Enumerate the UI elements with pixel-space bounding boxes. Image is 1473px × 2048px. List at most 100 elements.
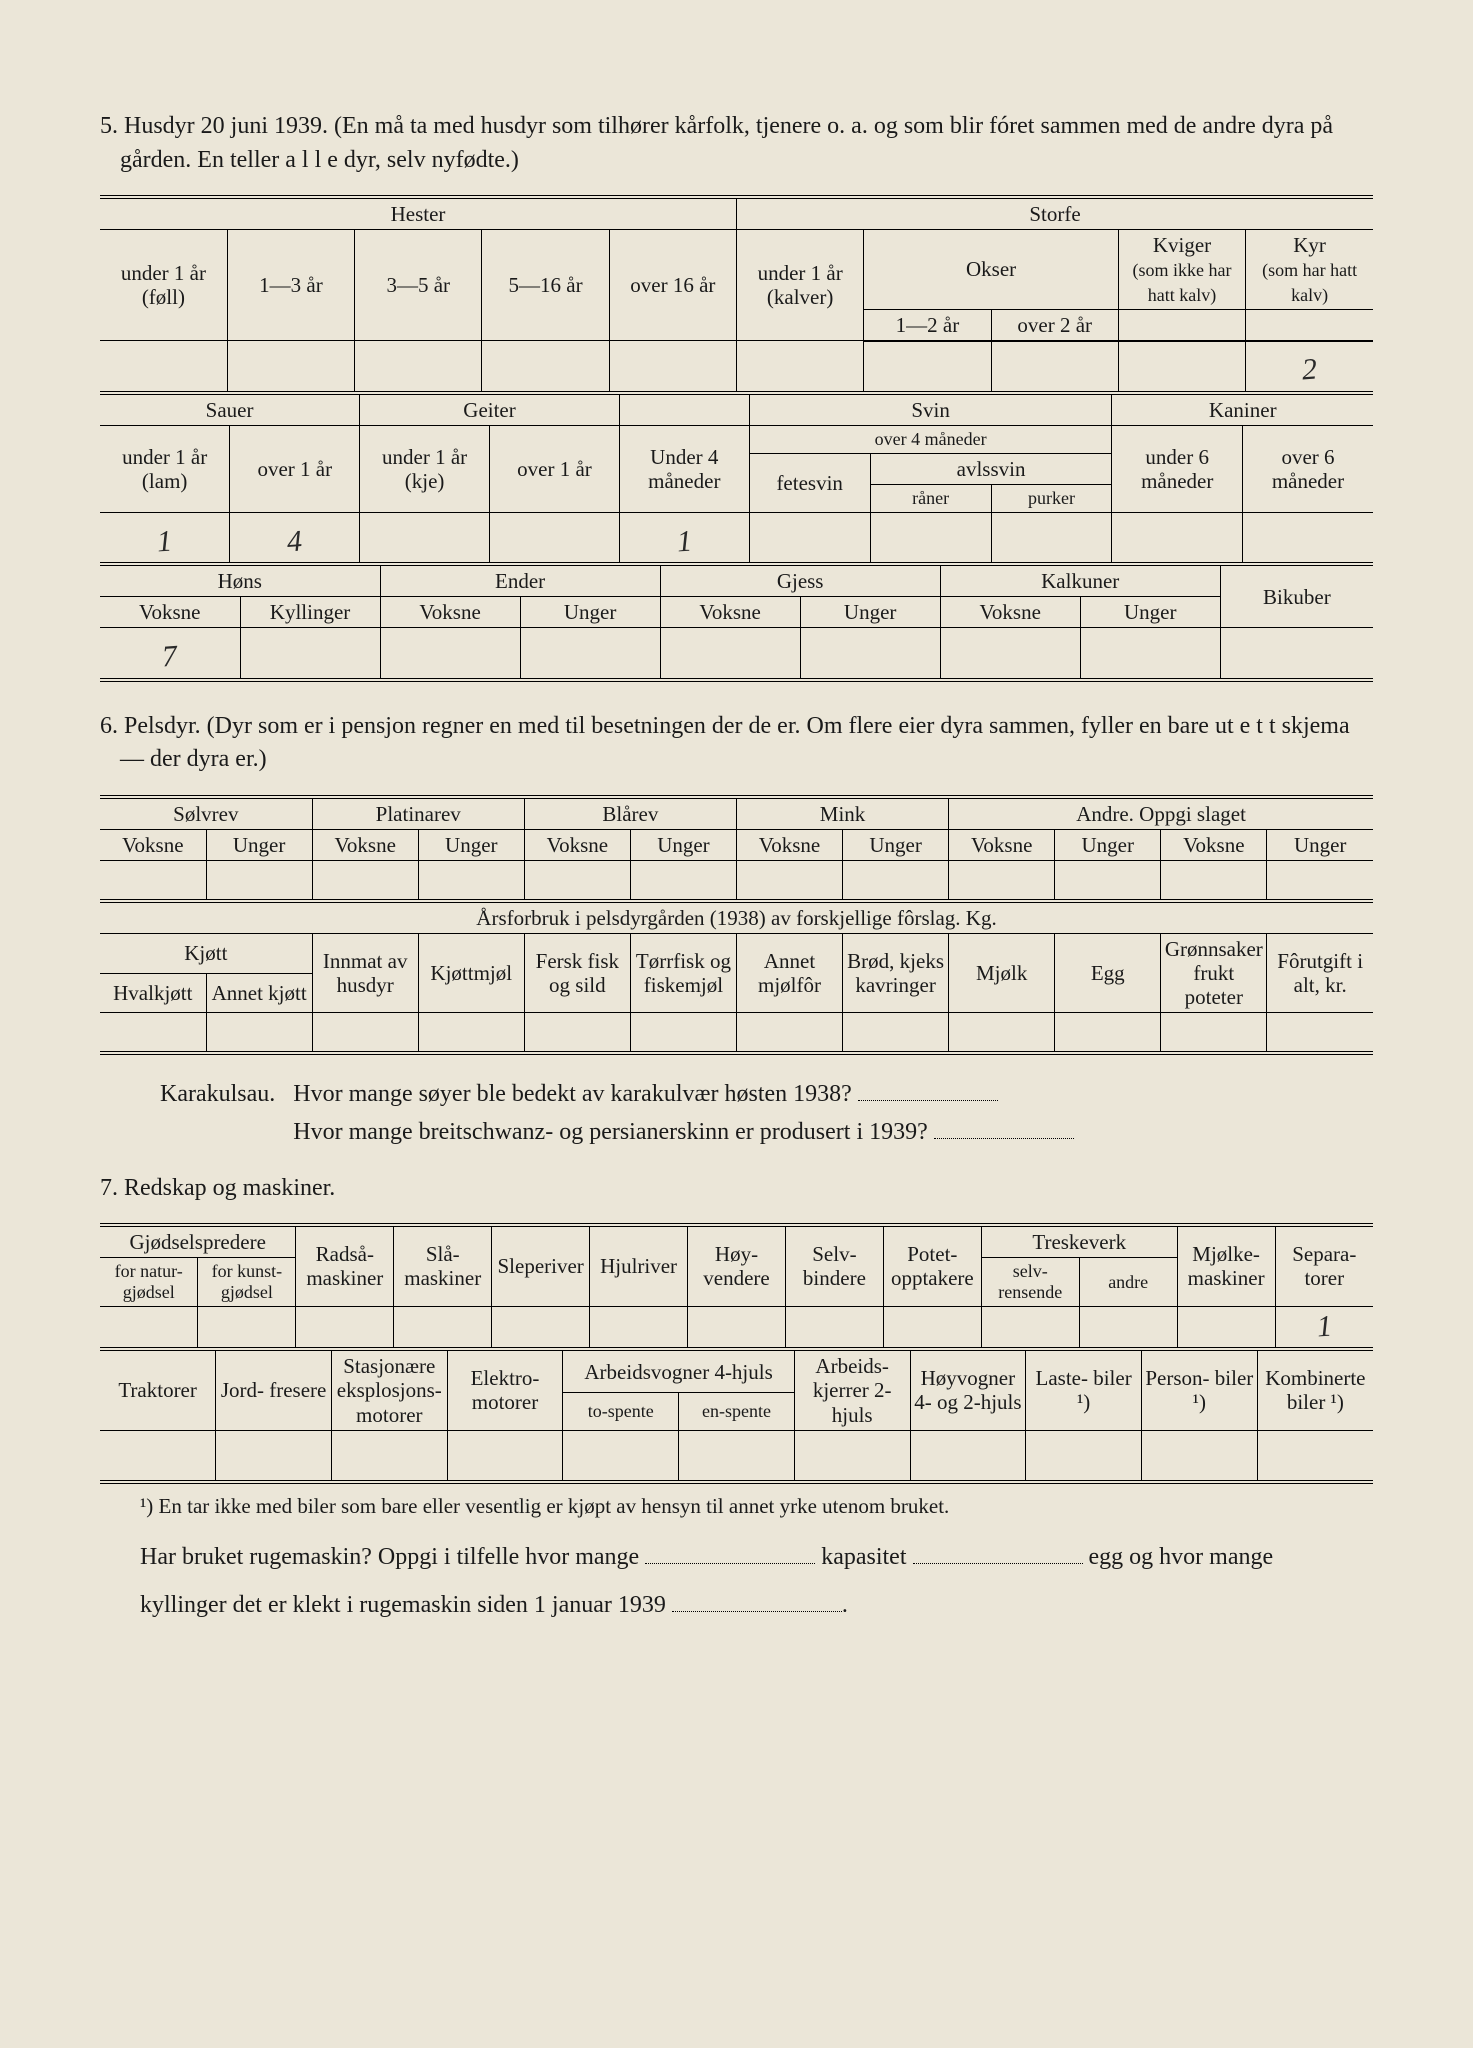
val-kyr: 2: [1301, 353, 1318, 388]
table-redskap-1: Gjødselspredere Radså- maskiner Slå- mas…: [100, 1223, 1373, 1351]
kan-u6m: under 6 måneder: [1112, 426, 1242, 513]
ruge-blank-3[interactable]: [672, 1588, 842, 1612]
col-over16: over 16 år: [609, 230, 736, 341]
p-v: Voksne: [312, 830, 418, 861]
group-blank: [619, 394, 749, 425]
group-kaniner: Kaniner: [1112, 394, 1373, 425]
okser-over2: over 2 år: [991, 309, 1118, 341]
ruge-a1: Har bruket rugemaskin? Oppgi i tilfelle …: [140, 1544, 639, 1570]
svin-u4m: Under 4 måneder: [619, 426, 749, 513]
group-hons: Høns: [100, 566, 380, 597]
geiter-over1: over 1 år: [490, 426, 620, 513]
selvbindere: Selv- bindere: [785, 1225, 883, 1306]
table-redskap-2: Traktorer Jord- fresere Stasjonære ekspl…: [100, 1350, 1373, 1484]
sauer-over1: over 1 år: [230, 426, 360, 513]
hjulriver: Hjulriver: [590, 1225, 688, 1306]
jordfresere: Jord- fresere: [216, 1351, 332, 1430]
col-kalver: under 1 år (kalver): [736, 230, 863, 341]
kviger-sub: (som ikke har hatt kalv): [1133, 260, 1232, 304]
group-geiter: Geiter: [360, 394, 620, 425]
okser-1-2: 1—2 år: [864, 309, 991, 341]
enspente: en-spente: [679, 1393, 795, 1430]
section-7-heading: 7. Redskap og maskiner.: [100, 1172, 1373, 1206]
kalk-voksne: Voksne: [940, 597, 1080, 628]
svin-over4m: over 4 måneder: [749, 426, 1112, 454]
annetkjott: Annet kjøtt: [206, 973, 312, 1013]
col-kyr: Kyr (som har hatt kalv): [1246, 230, 1373, 309]
karakul-q2: Hvor mange breitschwanz- og persianerski…: [293, 1119, 927, 1145]
egg: Egg: [1055, 933, 1161, 1012]
section-5-text: Husdyr 20 juni 1939. (En må ta med husdy…: [120, 113, 1333, 173]
group-storfe: Storfe: [736, 197, 1373, 230]
a1-v: Voksne: [949, 830, 1055, 861]
ferskfisk: Fersk fisk og sild: [524, 933, 630, 1012]
kan-o6m: over 6 måneder: [1242, 426, 1373, 513]
group-gjess: Gjess: [660, 566, 940, 597]
kyr-label: Kyr: [1293, 233, 1326, 257]
hons-kyll: Kyllinger: [240, 597, 380, 628]
p-u: Unger: [418, 830, 524, 861]
mjolke: Mjølke- maskiner: [1177, 1225, 1275, 1306]
val-lam: 1: [156, 524, 173, 559]
svin-purker: purker: [991, 484, 1112, 512]
b-v: Voksne: [524, 830, 630, 861]
karakul-q1: Hvor mange søyer ble bedekt av karakulvæ…: [293, 1081, 852, 1107]
table-hester-storfe: Hester Storfe under 1 år (føll) 1—3 år 3…: [100, 195, 1373, 395]
s-v: Voksne: [100, 830, 206, 861]
col-foll: under 1 år (føll): [100, 230, 227, 341]
personbiler: Person- biler ¹): [1141, 1351, 1257, 1430]
sauer-lam: under 1 år (lam): [100, 426, 230, 513]
gjess-voksne: Voksne: [660, 597, 800, 628]
group-solvrev: Sølvrev: [100, 797, 312, 830]
kyr-sub: (som har hatt kalv): [1262, 260, 1357, 304]
kombinerte: Kombinerte biler ¹): [1257, 1351, 1373, 1430]
svin-raner: råner: [870, 484, 991, 512]
table-sauer-etc: Sauer Geiter Svin Kaniner under 1 år (la…: [100, 394, 1373, 566]
m-v: Voksne: [736, 830, 842, 861]
group-svin: Svin: [749, 394, 1112, 425]
ender-voksne: Voksne: [380, 597, 520, 628]
ruge-blank-1[interactable]: [645, 1540, 815, 1564]
mjolfor: Annet mjølfôr: [736, 933, 842, 1012]
footnote-1: ¹) En tar ikke med biler som bare eller …: [140, 1494, 1373, 1519]
kjottmjol: Kjøttmjøl: [418, 933, 524, 1012]
ender-unger: Unger: [520, 597, 660, 628]
table-fjaerkre: Høns Ender Gjess Kalkuner Bikuber Voksne…: [100, 565, 1373, 682]
gjodsel: Gjødselspredere: [100, 1225, 296, 1258]
traktorer: Traktorer: [100, 1351, 216, 1430]
gronn: Grønnsaker frukt poteter: [1161, 933, 1267, 1012]
gjodsel-natur: for natur- gjødsel: [100, 1258, 198, 1306]
col-okser: Okser: [864, 230, 1119, 309]
potet: Potet- opptakere: [883, 1225, 981, 1306]
kalk-unger: Unger: [1080, 597, 1220, 628]
group-platinarev: Platinarev: [312, 797, 524, 830]
stasjonaere: Stasjonære eksplosjons- motorer: [331, 1351, 447, 1430]
col-3-5: 3—5 år: [355, 230, 482, 341]
hoyvogner: Høyvogner 4- og 2-hjuls: [910, 1351, 1026, 1430]
sla: Slå- maskiner: [394, 1225, 492, 1306]
section-6-heading: 6. Pelsdyr. (Dyr som er i pensjon regner…: [100, 710, 1373, 777]
karakul-block: Karakulsau. Hvor mange søyer ble bedekt …: [100, 1075, 1373, 1152]
val-sep: 1: [1316, 1309, 1333, 1344]
ruge-blank-2[interactable]: [913, 1540, 1083, 1564]
innmat: Innmat av husdyr: [312, 933, 418, 1012]
col-kviger: Kviger (som ikke har hatt kalv): [1118, 230, 1245, 309]
karakul-blank-1[interactable]: [858, 1077, 998, 1101]
geiter-kje: under 1 år (kje): [360, 426, 490, 513]
group-blarev: Blårev: [524, 797, 736, 830]
torrfisk: Tørrfisk og fiskemjøl: [630, 933, 736, 1012]
section-7-num: 7.: [100, 1175, 118, 1201]
treske-selv: selv- rensende: [981, 1258, 1079, 1306]
section-6-num: 6.: [100, 713, 118, 739]
karakul-blank-2[interactable]: [934, 1115, 1074, 1139]
hvalkjott: Hvalkjøtt: [100, 973, 206, 1013]
group-ender: Ender: [380, 566, 660, 597]
mjolk: Mjølk: [949, 933, 1055, 1012]
section-5-num: 5.: [100, 113, 118, 139]
a2-u: Unger: [1267, 830, 1373, 861]
a2-v: Voksne: [1161, 830, 1267, 861]
hons-voksne: Voksne: [100, 597, 240, 628]
m-u: Unger: [843, 830, 949, 861]
val-svin-u4: 1: [676, 524, 693, 559]
section-7-text: Redskap og maskiner.: [124, 1175, 335, 1201]
